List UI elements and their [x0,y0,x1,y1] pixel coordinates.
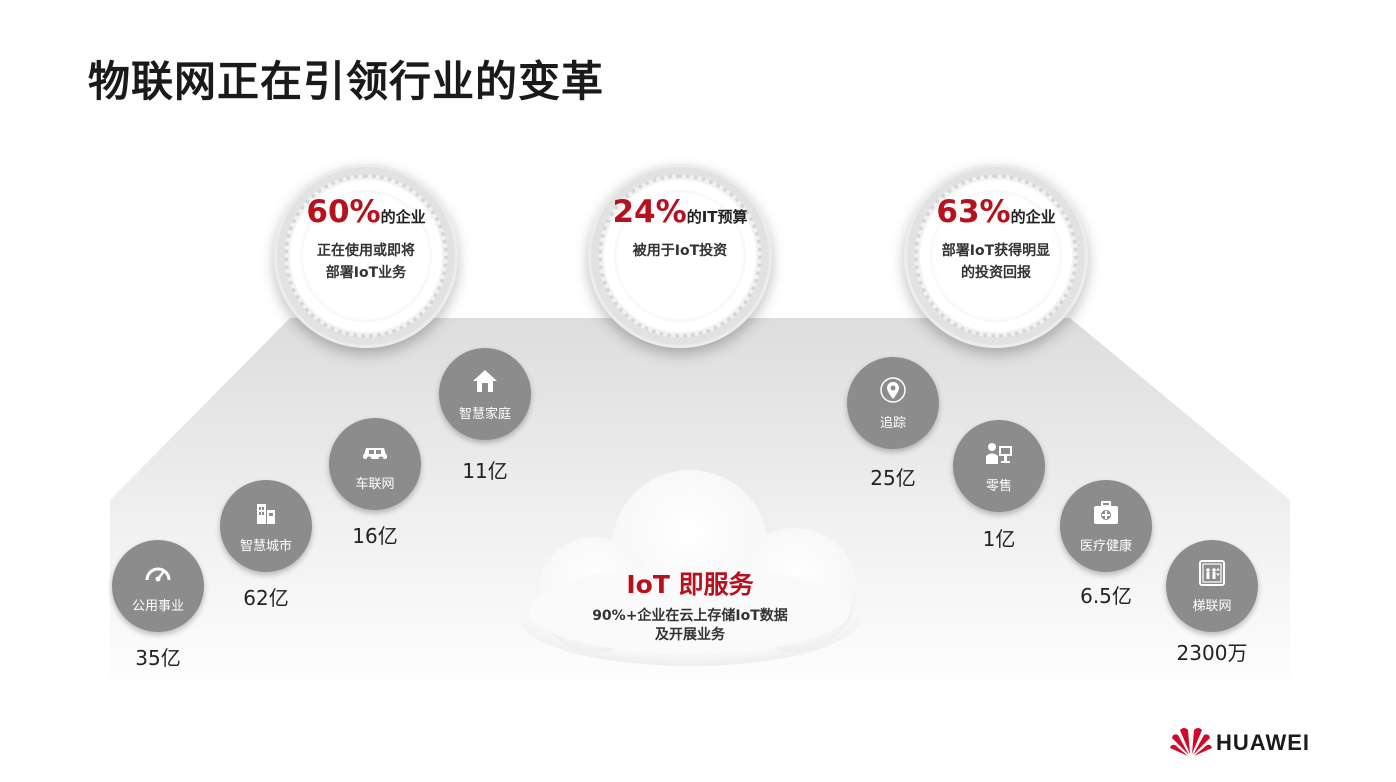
page-title: 物联网正在引领行业的变革 [88,57,605,106]
category-value: 35亿 [135,646,181,670]
stat-suffix: 的企业 [1010,208,1056,226]
category-value: 62亿 [243,586,289,610]
category-value: 16亿 [352,524,398,548]
stat-disc-3: 63%的企业 部署IoT获得明显 的投资回报 [904,164,1088,348]
stat-percent: 63% [936,194,1011,230]
category-vehicle-network: 车联网 [329,418,421,510]
category-label: 零售 [985,479,1012,494]
location-pin-icon [880,377,906,403]
elevator-icon [1199,560,1225,586]
category-label: 智慧城市 [239,539,292,554]
gauge-icon [145,567,171,582]
stat-desc-line2: 部署IoT业务 [325,265,407,281]
category-smart-home: 智慧家庭 [439,348,531,440]
disc-ring [284,174,448,338]
category-value: 11亿 [462,459,508,483]
category-elevator-network: 梯联网 [1166,540,1258,632]
stat-desc-line2: 的投资回报 [961,265,1031,281]
category-value: 2300万 [1176,641,1248,665]
brand-name: HUAWEI [1216,730,1310,755]
cloud-desc-line1: 90%+企业在云上存储IoT数据 [592,608,788,624]
stat-percent: 24% [612,194,687,230]
home-icon [473,370,497,392]
category-label: 追踪 [879,416,906,431]
category-label: 公用事业 [131,599,184,614]
stat-desc-line1: 被用于IoT投资 [632,243,728,259]
category-label: 智慧家庭 [458,407,511,422]
category-retail: 零售 [953,420,1045,512]
car-icon [363,448,387,462]
category-label: 医疗健康 [1079,539,1132,554]
stat-disc-2: 24%的IT预算 被用于IoT投资 [588,164,772,348]
category-label: 车联网 [355,477,395,492]
category-label: 梯联网 [1192,599,1232,614]
category-healthcare: 医疗健康 [1060,480,1152,572]
disc-ring [598,174,762,338]
category-utilities: 公用事业 [112,540,204,632]
category-value: 1亿 [982,527,1016,551]
disc-inner [614,190,746,322]
stat-disc-1: 60%的企业 正在使用或即将 部署IoT业务 [274,164,458,348]
cloud-description: 90%+企业在云上存储IoT数据 及开展业务 [520,607,860,645]
huawei-logo-icon [1170,728,1212,756]
medical-kit-icon [1094,501,1118,524]
stat-desc-line1: 正在使用或即将 [317,243,415,259]
category-value: 25亿 [870,466,916,490]
building-icon [257,504,275,524]
cloud-title: IoT 即服务 [626,570,754,599]
disc-inner [300,190,432,322]
category-smart-city: 智慧城市 [220,480,312,572]
stat-desc-line1: 部署IoT获得明显 [941,243,1051,259]
cloud-shape [520,470,860,666]
category-value: 6.5亿 [1080,584,1132,608]
disc-ring [914,174,1078,338]
cashier-icon [986,443,1012,464]
stat-suffix: 的企业 [380,208,426,226]
stat-suffix: 的IT预算 [686,208,748,226]
cloud-desc-line2: 及开展业务 [655,627,725,643]
disc-inner [930,190,1062,322]
category-tracking: 追踪 [847,357,939,449]
stat-percent: 60% [306,194,381,230]
